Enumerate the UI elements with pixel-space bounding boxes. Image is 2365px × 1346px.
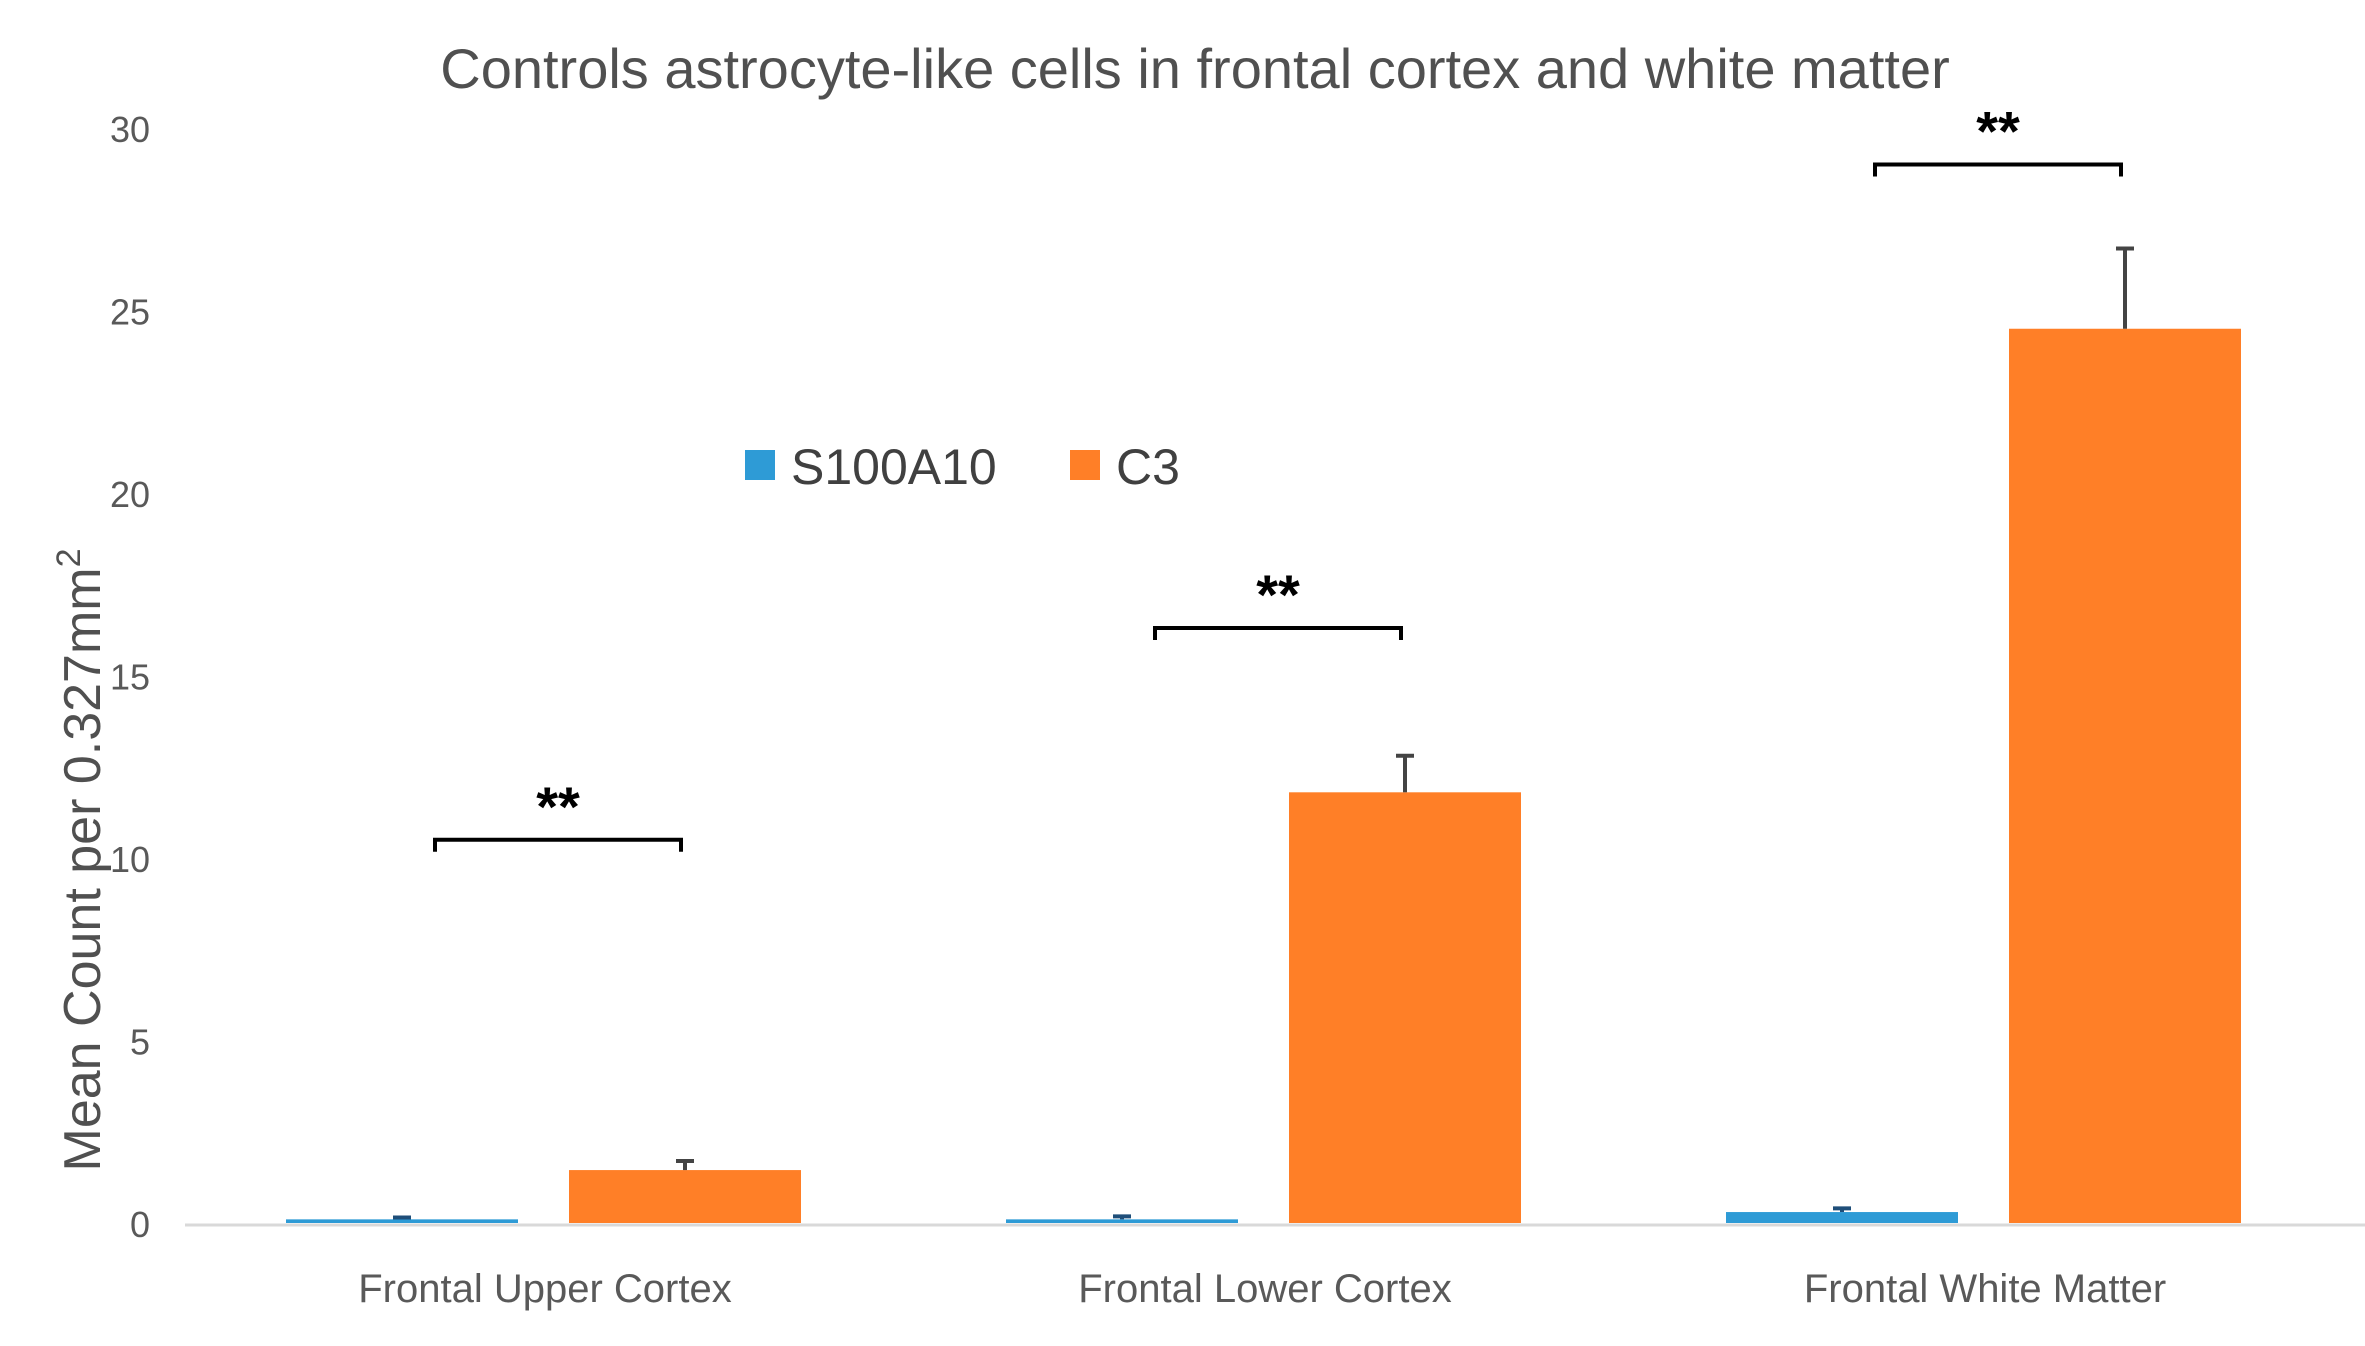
legend-label-s100a10: S100A10 (791, 439, 997, 495)
significance-label-1: ** (536, 775, 580, 838)
significance-brackets: ** ** ** (433, 100, 2123, 852)
x-tick-label: Frontal Lower Cortex (1078, 1267, 1451, 1311)
bar-c3-1 (569, 1170, 801, 1223)
y-axis-label: Mean Count per 0.327mm2 (50, 548, 112, 1171)
bar-c3-3 (2009, 328, 2241, 1223)
bar-c3-2 (1289, 792, 1521, 1223)
significance-label-2: ** (1256, 563, 1300, 626)
y-axis-label-group: Mean Count per 0.327mm2 (50, 548, 112, 1171)
significance-bracket-1 (433, 837, 683, 852)
y-tick-label: 10 (110, 839, 150, 880)
error-bars (393, 246, 2134, 1220)
significance-bracket-3 (1873, 162, 2123, 177)
significance-label-3: ** (1976, 100, 2020, 163)
y-tick-label: 20 (110, 474, 150, 515)
bar-s100a10-3 (1726, 1212, 1958, 1223)
legend: S100A10 C3 (745, 439, 1180, 495)
y-axis-label-superscript: 2 (50, 548, 88, 567)
bar-s100a10-2 (1006, 1219, 1238, 1223)
chart-title: Controls astrocyte-like cells in frontal… (440, 37, 1949, 100)
bars (286, 328, 2241, 1223)
x-tick-label: Frontal Upper Cortex (358, 1267, 731, 1311)
legend-label-c3: C3 (1116, 439, 1180, 495)
y-tick-label: 30 (110, 109, 150, 150)
significance-bracket-2 (1153, 626, 1403, 641)
y-tick-labels: 0 5 10 15 20 25 30 (110, 109, 150, 1245)
y-tick-label: 5 (130, 1022, 150, 1063)
y-tick-label: 0 (130, 1204, 150, 1245)
legend-swatch-s100a10 (745, 450, 775, 480)
legend-swatch-c3 (1070, 450, 1100, 480)
bar-s100a10-1 (286, 1219, 518, 1223)
y-tick-label: 25 (110, 292, 150, 333)
x-tick-label: Frontal White Matter (1804, 1267, 2166, 1311)
y-tick-label: 15 (110, 657, 150, 698)
x-tick-labels: Frontal Upper Cortex Frontal Lower Cortex… (358, 1267, 2166, 1311)
y-axis-label-text: Mean Count per 0.327mm (54, 567, 112, 1171)
